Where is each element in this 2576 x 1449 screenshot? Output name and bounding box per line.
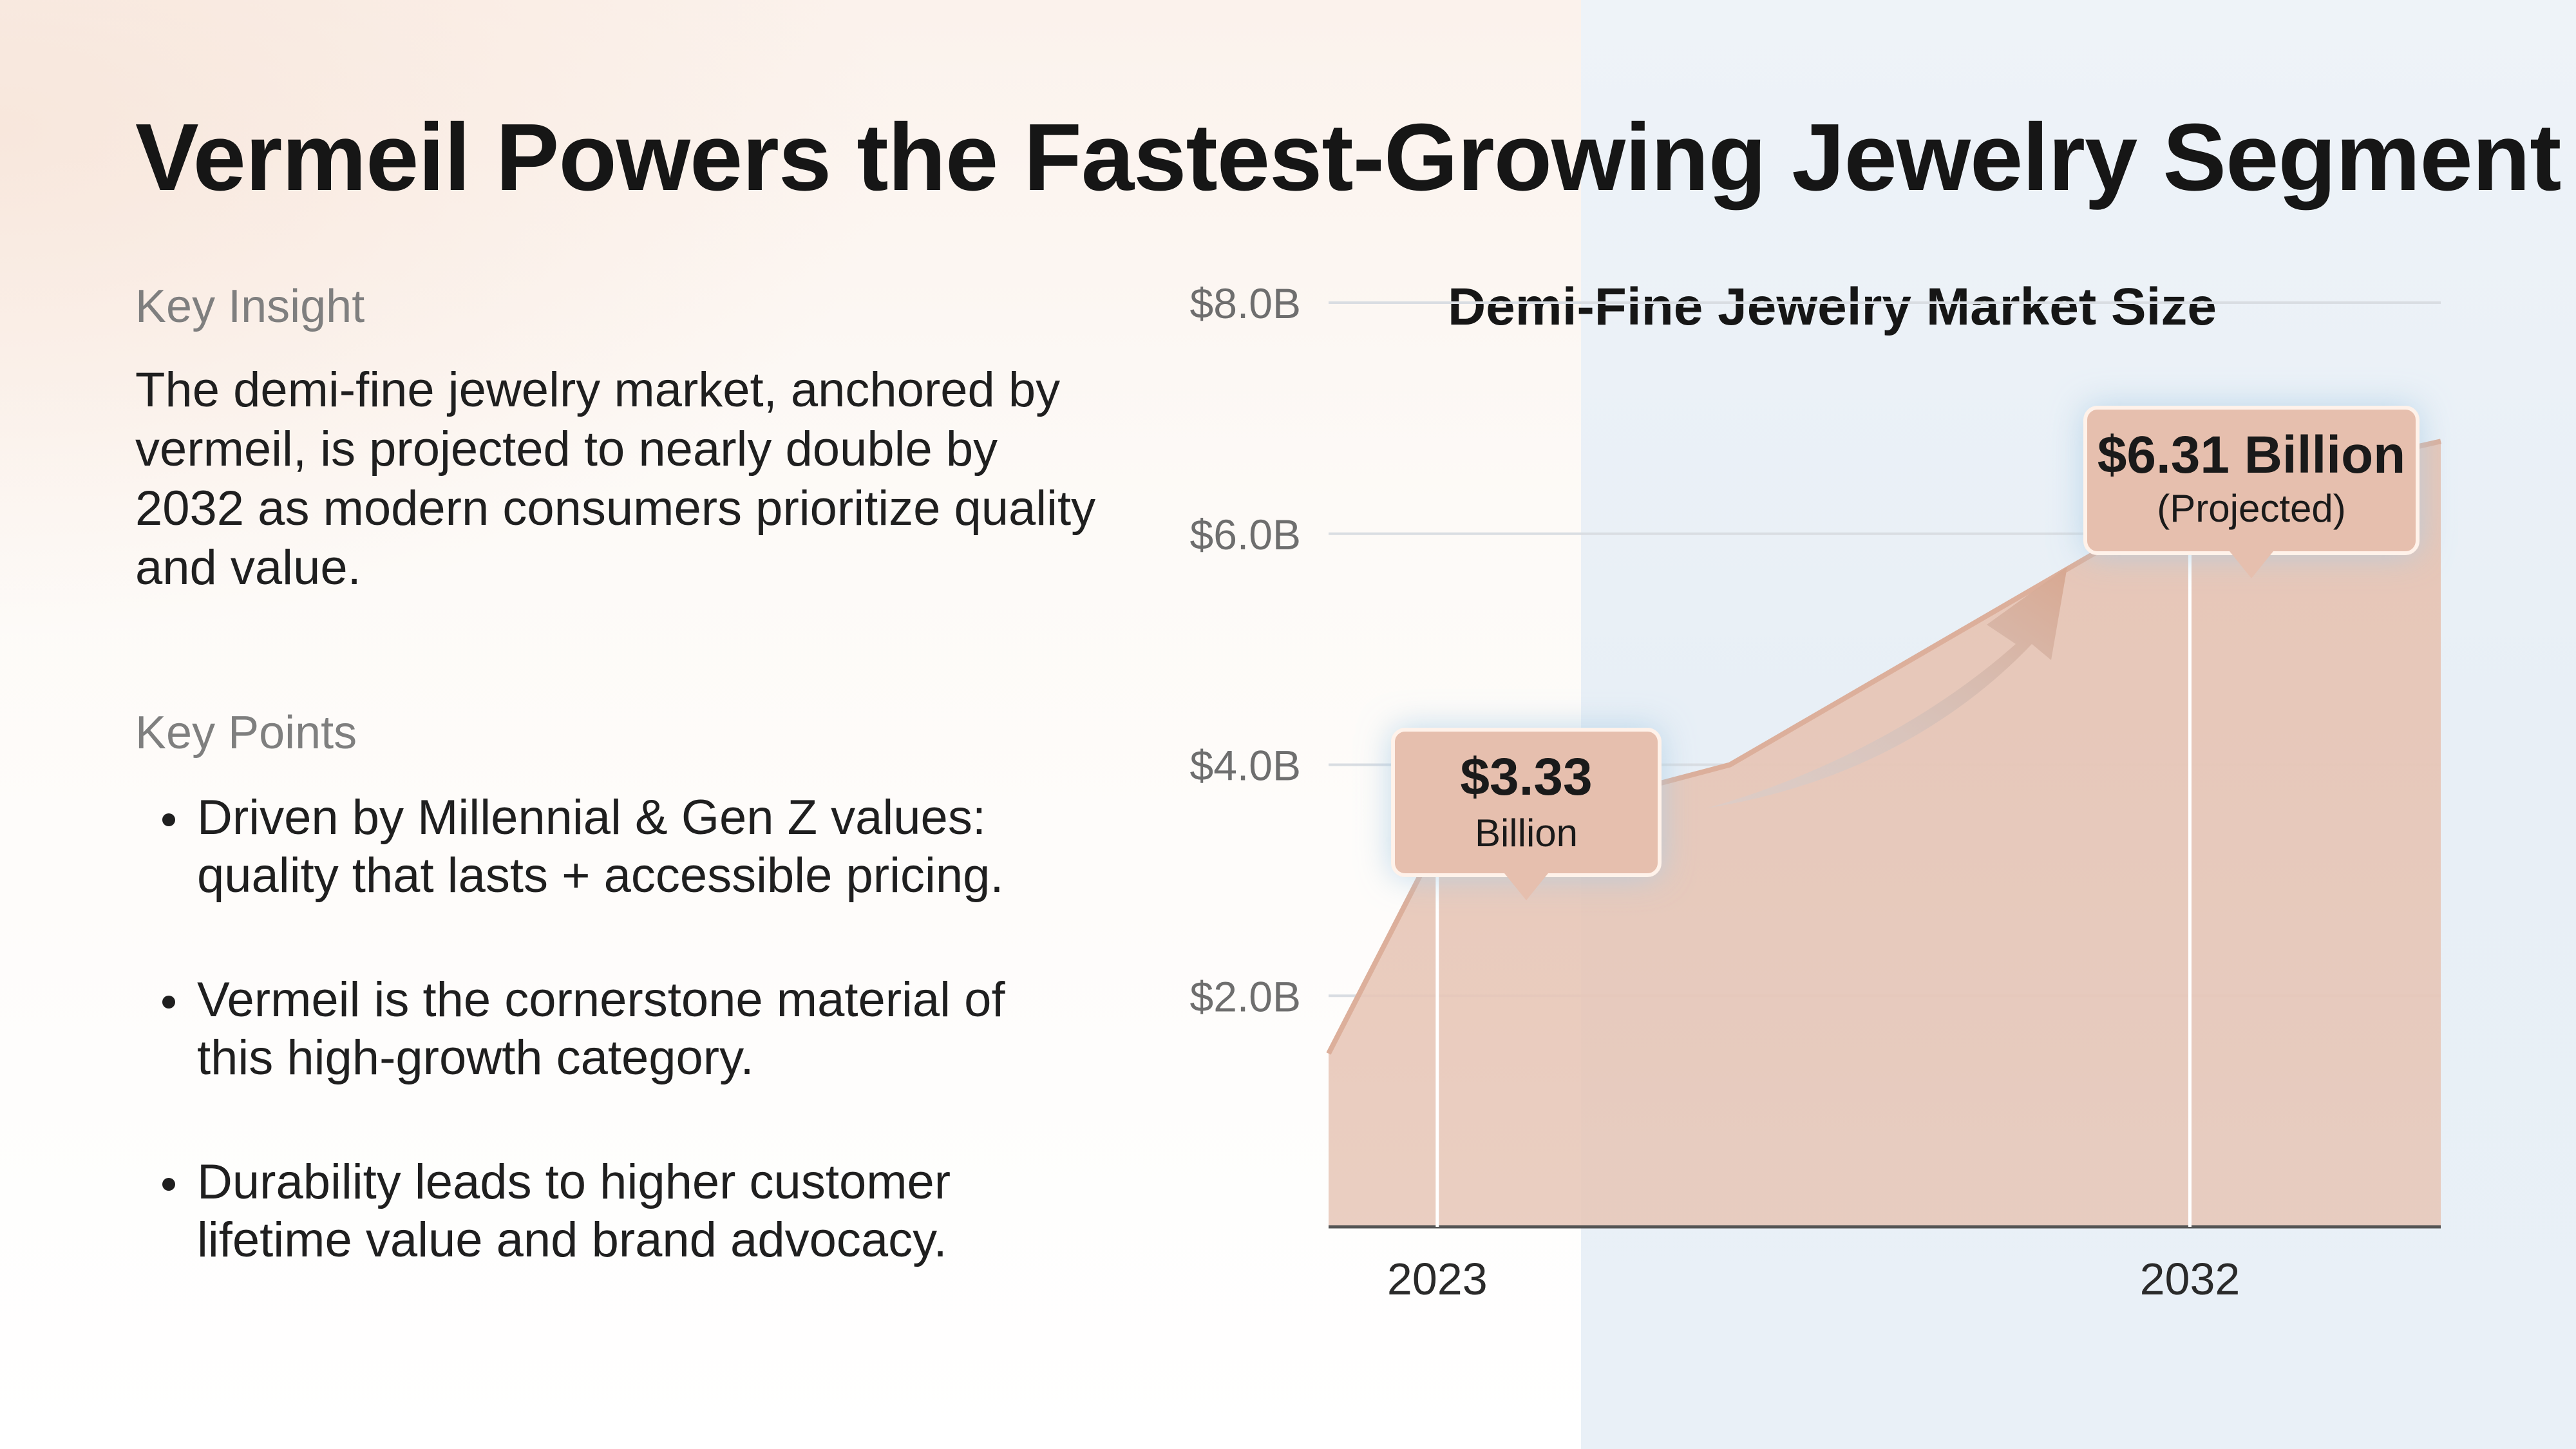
key-point-3: Durability leads to higher customer life…	[155, 1153, 1088, 1269]
chart-title: Demi-Fine Jewelry Market Size	[1447, 278, 2217, 336]
callout-2032: $6.31 Billion (Projected)	[2083, 406, 2420, 578]
y-tick-label: $2.0B	[1190, 972, 1301, 1020]
callout-2023-unit: Billion	[1474, 811, 1578, 855]
callout-2023: $3.33 Billion	[1391, 728, 1662, 900]
callout-2032-value: $6.31 Billion	[2097, 426, 2406, 484]
y-tick-label: $8.0B	[1190, 279, 1301, 327]
x-tick-label: 2023	[1387, 1254, 1488, 1304]
callout-2023-value: $3.33	[1460, 748, 1593, 806]
area-series	[1329, 441, 2441, 1227]
key-point-1: Driven by Millennial & Gen Z values: qua…	[155, 789, 1088, 905]
background-glow	[0, 0, 902, 644]
y-tick-label: $6.0B	[1190, 511, 1301, 558]
key-insight-label: Key Insight	[135, 281, 365, 332]
key-insight-text: The demi-fine jewelry market, anchored b…	[135, 363, 1096, 595]
y-tick-label: $4.0B	[1190, 742, 1301, 790]
key-point-2: Vermeil is the cornerstone material of t…	[155, 971, 1088, 1087]
key-points-list: Driven by Millennial & Gen Z values: qua…	[155, 789, 1088, 1336]
x-tick-label: 2032	[2140, 1254, 2240, 1304]
key-points-label: Key Points	[135, 707, 357, 759]
callout-2032-note: (Projected)	[2157, 487, 2346, 530]
page-title: Vermeil Powers the Fastest-Growing Jewel…	[135, 104, 2561, 211]
